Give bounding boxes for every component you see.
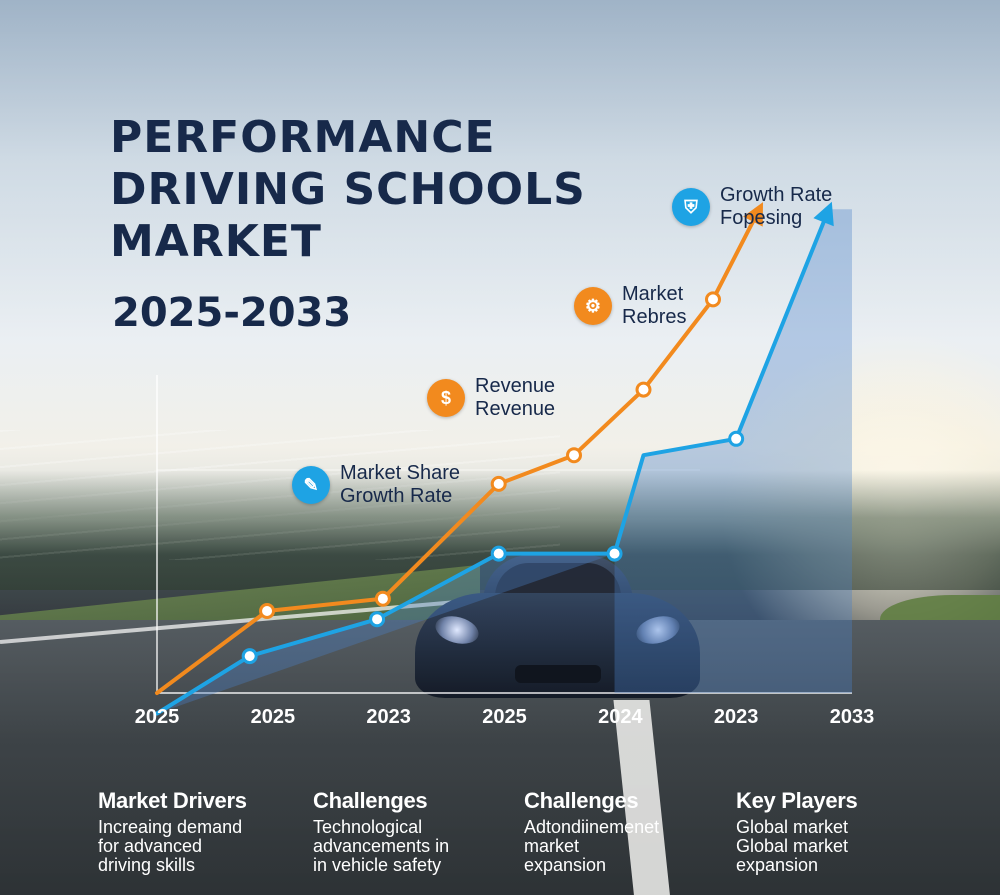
title-line-3: MARKET [110,216,322,267]
callout-line-2: Rebres [622,306,687,328]
block-text: Increaing demand for advanced driving sk… [98,818,298,875]
challenges-block-1: Challenges Technological advancements in… [313,788,513,875]
block-line: Adtondiinemenet [524,817,660,837]
title-line-2: DRIVING SCHOOLS [110,164,586,215]
block-line: expansion [736,855,819,875]
callout-line-1: Revenue [475,375,556,397]
data-point [241,648,258,665]
block-heading: Key Players [736,788,858,813]
series-line-orange [155,207,762,695]
arrowhead-blue [813,201,834,227]
sports-car-image [415,555,700,705]
callout-text: Revenue Revenue [475,375,555,421]
callout-line-1: Growth Rate [720,184,833,206]
block-line: advancements in [313,836,450,856]
x-tick-label: 2024 [598,706,643,728]
block-text: Adtondiinemenet market expansion [524,818,724,875]
block-line: Global market [736,836,849,856]
block-line: market [524,836,580,856]
x-tick-label: 2023 [714,706,759,728]
data-point [490,545,507,562]
callout-text: Growth Rate Fopesing [720,184,832,230]
car-grille [515,665,601,683]
data-point [259,603,276,619]
market-drivers-block: Market Drivers Increaing demand for adva… [98,788,298,875]
block-line: driving skills [98,855,196,875]
shield-icon: ⛨ [672,188,710,226]
data-point [606,545,623,562]
x-tick-label: 2025 [135,706,180,728]
callout-text: Market Share Growth Rate [340,462,460,508]
gear-icon: ⚙ [574,287,612,325]
block-text: Global market Global market expansion [736,818,936,875]
callout-text: Market Rebres [622,283,686,329]
callout-line-2: Growth Rate [340,485,453,507]
key-players-block: Key Players Global market Global market … [736,788,936,875]
data-point [566,447,582,464]
data-point [374,590,391,607]
challenges-block-2: Challenges Adtondiinemenet market expans… [524,788,724,875]
x-tick-label: 2025 [251,706,296,728]
chart-edit-icon: ✎ [292,466,330,504]
callout-line-2: Fopesing [720,207,803,229]
arrowhead-orange [743,202,763,227]
callout-market-share: ✎ Market Share Growth Rate [292,462,460,508]
money-icon: $ [427,379,465,417]
block-heading: Challenges [313,788,428,813]
callout-revenue: $ Revenue Revenue [427,375,555,421]
data-point [369,611,386,628]
block-line: Technological [313,817,423,837]
callout-line-1: Market Share [340,462,461,484]
block-heading: Market Drivers [98,788,247,813]
blue-area-fill [157,209,852,714]
block-line: for advanced [98,836,203,856]
x-tick-label: 2023 [366,706,411,728]
block-line: in vehicle safety [313,855,442,875]
title-line-1: PERFORMANCE [110,112,496,163]
x-tick-label: 2025 [482,706,527,728]
block-line: Increaing demand [98,817,243,837]
x-tick-label: 2033 [830,706,875,728]
data-point [635,381,652,398]
data-point [490,475,507,492]
data-point [728,430,745,447]
block-heading: Challenges [524,788,639,813]
callout-line-2: Revenue [475,398,556,420]
data-point [705,291,721,308]
callout-market: ⚙ Market Rebres [574,283,686,329]
block-line: expansion [524,855,607,875]
page-title: PERFORMANCE DRIVING SCHOOLS MARKET [110,112,630,268]
callout-line-1: Market [622,283,684,305]
block-line: Global market [736,817,849,837]
block-text: Technological advancements in in vehicle… [313,818,513,875]
series-line-blue [155,207,831,716]
year-range: 2025-2033 [112,290,352,336]
callout-growth-rate: ⛨ Growth Rate Fopesing [672,184,832,230]
